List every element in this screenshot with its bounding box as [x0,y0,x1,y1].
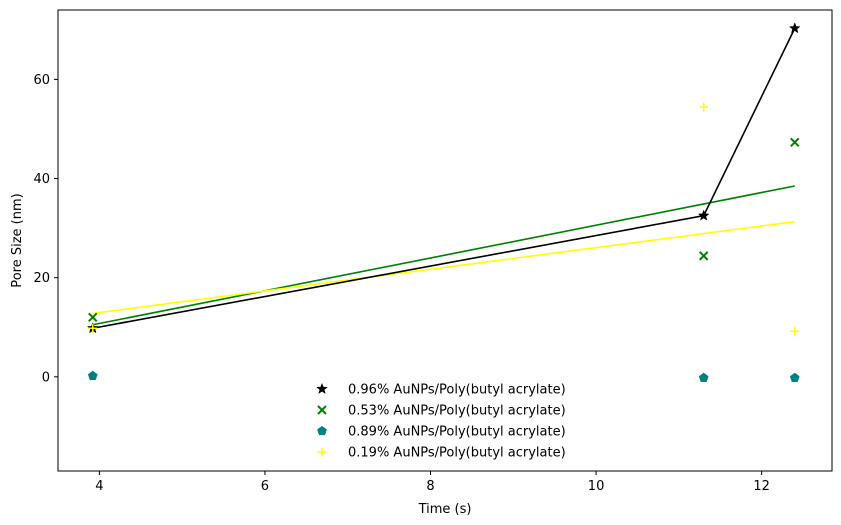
x-tick-label: 8 [426,479,434,494]
x-tick-label: 4 [95,479,103,494]
data-point [698,372,709,382]
legend-marker [317,447,327,457]
plot-marks [86,22,801,382]
x-tick-label: 6 [261,479,269,494]
data-point [699,102,709,112]
data-point [698,251,709,261]
legend-label: 0.19% AuNPs/Poly(butyl acrylate) [348,446,566,461]
data-point [88,312,98,323]
x-axis-label: Time (s) [418,502,472,517]
legend-label: 0.96% AuNPs/Poly(butyl acrylate) [348,383,566,398]
y-tick-label: 60 [33,73,50,88]
legend-label: 0.89% AuNPs/Poly(butyl acrylate) [348,425,566,440]
x-tick-label: 10 [588,479,605,494]
series-fit-line [92,185,795,326]
data-point [789,372,800,382]
y-tick-label: 0 [42,370,50,385]
legend-label: 0.53% AuNPs/Poly(butyl acrylate) [348,404,566,419]
axis-ticks: 4 6 8 10 12 0 20 40 60 [33,73,769,494]
legend-marker [317,405,327,415]
x-tick-label: 12 [753,479,770,494]
data-point [790,326,800,336]
data-point [790,137,800,148]
series-line [92,27,796,330]
plot-frame [57,9,833,472]
data-point [788,22,801,34]
legend: 0.96% AuNPs/Poly(butyl acrylate) 0.53% Au… [316,382,566,461]
series-fit-line [92,220,795,315]
data-point [88,323,98,333]
data-point [697,209,710,221]
data-point [87,370,98,380]
y-axis-label: Pore Size (nm) [10,193,25,287]
y-tick-label: 40 [33,172,50,187]
y-tick-label: 20 [33,271,50,286]
legend-marker [316,382,328,395]
legend-marker [317,425,327,436]
